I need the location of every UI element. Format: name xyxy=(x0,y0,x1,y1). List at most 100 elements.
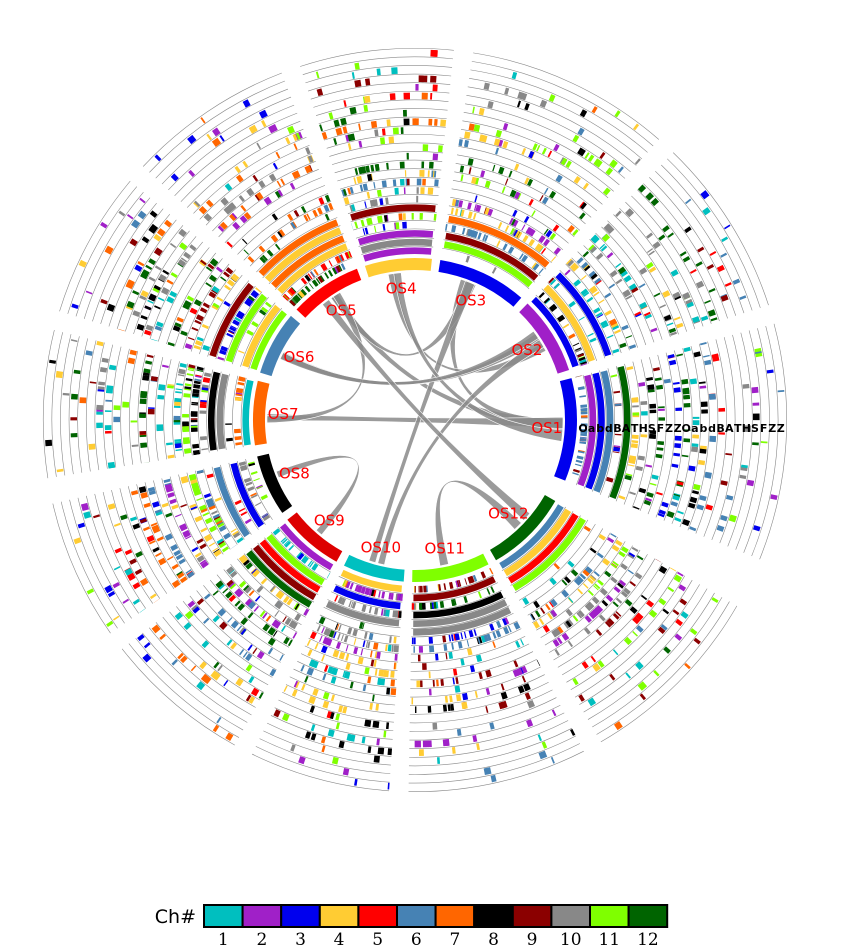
feature-tick xyxy=(354,79,362,88)
feature-tick xyxy=(217,608,227,617)
feature-tick xyxy=(591,106,598,114)
feature-tick xyxy=(436,757,441,764)
feature-tick xyxy=(239,648,245,656)
legend-label: 3 xyxy=(295,930,306,948)
feature-tick xyxy=(502,243,508,251)
feature-tick xyxy=(692,434,700,439)
feature-tick xyxy=(285,137,291,145)
feature-tick xyxy=(442,704,448,712)
track-letter: F xyxy=(657,422,665,435)
feature-tick xyxy=(670,269,679,277)
feature-tick xyxy=(689,496,698,504)
feature-tick xyxy=(348,600,352,608)
track-outline xyxy=(51,332,63,477)
feature-tick xyxy=(672,291,681,299)
feature-tick xyxy=(383,214,388,222)
legend-swatch xyxy=(280,904,321,928)
feature-tick xyxy=(428,161,434,169)
feature-tick xyxy=(300,205,307,214)
feature-tick xyxy=(692,483,701,491)
feature-tick xyxy=(236,590,244,598)
feature-tick xyxy=(389,636,392,643)
feature-tick xyxy=(465,255,470,263)
feature-tick xyxy=(393,636,397,644)
feature-tick xyxy=(375,703,380,711)
feature-tick xyxy=(248,590,255,597)
track-outline xyxy=(625,201,704,327)
feature-tick xyxy=(589,575,596,582)
chromosome-band xyxy=(438,259,522,307)
feature-tick xyxy=(622,289,630,296)
feature-tick xyxy=(304,285,311,293)
feature-tick xyxy=(331,667,339,676)
feature-tick xyxy=(175,448,183,452)
track-outline xyxy=(189,595,277,671)
feature-tick xyxy=(248,676,255,684)
feature-tick xyxy=(177,652,184,660)
track-outline xyxy=(52,503,111,634)
feature-tick xyxy=(609,673,616,681)
feature-tick xyxy=(156,321,164,328)
feature-tick xyxy=(303,608,310,616)
chromosome-band xyxy=(343,554,405,582)
feature-tick xyxy=(356,176,360,184)
feature-tick xyxy=(541,196,549,205)
feature-tick xyxy=(416,187,419,194)
feature-tick xyxy=(699,495,707,502)
feature-tick xyxy=(290,287,297,293)
feature-tick xyxy=(475,654,483,663)
feature-tick xyxy=(653,292,661,298)
feature-tick xyxy=(238,195,245,203)
feature-tick xyxy=(468,630,474,638)
feature-tick xyxy=(293,632,297,639)
feature-tick xyxy=(746,479,755,487)
feature-tick xyxy=(226,279,235,287)
feature-tick xyxy=(555,174,563,183)
feature-tick xyxy=(212,258,219,264)
feature-tick xyxy=(196,538,204,544)
feature-tick xyxy=(193,384,201,387)
feature-tick xyxy=(627,464,635,467)
feature-tick xyxy=(372,642,379,650)
feature-tick xyxy=(393,662,396,670)
feature-tick xyxy=(212,615,220,623)
feature-tick xyxy=(208,542,216,547)
track-block xyxy=(216,373,229,450)
feature-tick xyxy=(591,596,600,605)
feature-tick xyxy=(316,88,324,97)
feature-tick xyxy=(318,616,326,625)
feature-tick xyxy=(362,183,368,191)
feature-tick xyxy=(591,609,599,617)
feature-tick xyxy=(418,603,423,610)
feature-tick xyxy=(663,314,672,322)
track-letter: O xyxy=(578,422,587,435)
track-outline xyxy=(465,103,626,179)
feature-tick xyxy=(720,480,728,486)
feature-tick xyxy=(149,210,158,218)
synteny-link xyxy=(279,330,539,386)
feature-tick xyxy=(608,318,617,326)
feature-tick xyxy=(572,265,579,272)
legend-label: 1 xyxy=(218,930,229,948)
feature-tick xyxy=(245,481,253,487)
feature-tick xyxy=(624,276,631,281)
feature-tick xyxy=(140,290,149,298)
feature-tick xyxy=(330,676,337,684)
feature-tick xyxy=(584,604,592,612)
feature-tick xyxy=(447,704,451,712)
feature-tick xyxy=(609,270,618,278)
feature-tick xyxy=(258,245,266,253)
feature-tick xyxy=(251,321,259,328)
feature-tick xyxy=(194,516,203,523)
feature-tick xyxy=(683,394,690,399)
feature-tick xyxy=(351,223,354,230)
feature-tick xyxy=(159,633,166,640)
feature-tick xyxy=(467,576,472,584)
legend-swatch xyxy=(318,904,360,928)
feature-tick xyxy=(628,344,637,350)
feature-tick xyxy=(477,232,482,240)
feature-tick xyxy=(601,323,609,329)
feature-tick xyxy=(550,609,558,618)
feature-tick xyxy=(551,709,557,717)
feature-tick xyxy=(182,303,190,310)
